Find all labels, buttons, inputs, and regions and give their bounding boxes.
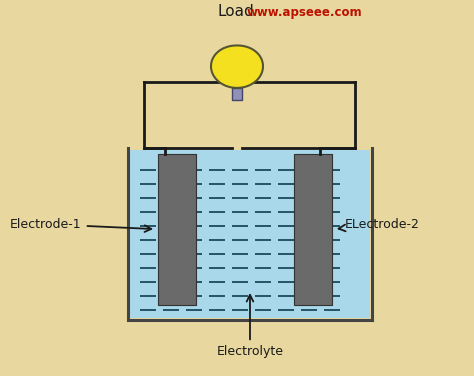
Bar bbox=[130, 150, 370, 318]
Text: Load: Load bbox=[217, 5, 254, 19]
Text: Electrode-1: Electrode-1 bbox=[10, 218, 151, 232]
Bar bbox=[294, 154, 332, 305]
Bar bbox=[232, 88, 242, 100]
Text: www.apseee.com: www.apseee.com bbox=[247, 6, 363, 19]
Polygon shape bbox=[211, 45, 263, 88]
Bar bbox=[158, 154, 196, 305]
Text: ELectrode-2: ELectrode-2 bbox=[338, 218, 420, 231]
Text: Electrolyte: Electrolyte bbox=[217, 295, 283, 358]
